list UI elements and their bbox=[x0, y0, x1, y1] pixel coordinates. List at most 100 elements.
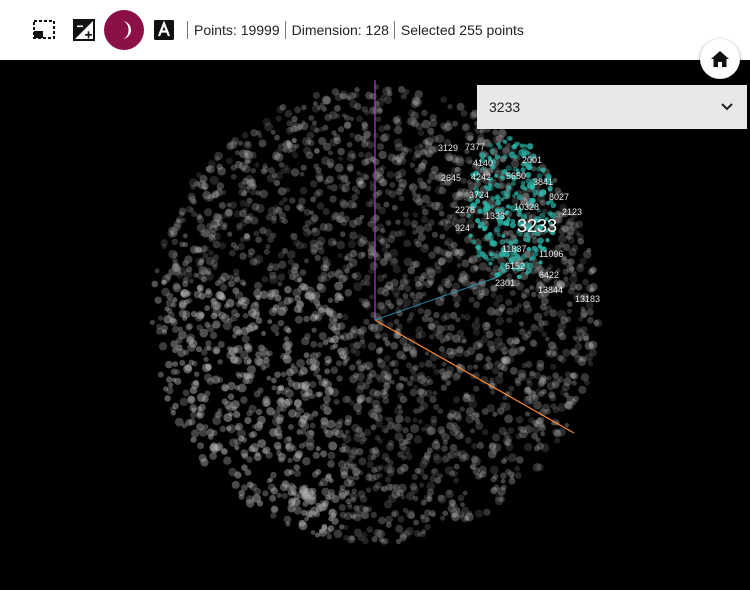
labels-button[interactable] bbox=[144, 10, 184, 50]
data-point bbox=[199, 328, 209, 338]
data-point bbox=[212, 320, 221, 329]
data-point bbox=[411, 473, 418, 480]
data-point bbox=[407, 345, 416, 353]
selected-point bbox=[494, 226, 501, 233]
selected-point bbox=[493, 253, 500, 259]
data-point bbox=[250, 443, 259, 452]
data-point bbox=[407, 266, 416, 275]
data-point bbox=[401, 354, 407, 361]
data-point bbox=[367, 244, 375, 253]
data-point bbox=[174, 377, 182, 385]
data-point bbox=[470, 464, 476, 470]
data-point bbox=[322, 265, 330, 272]
box-select-button[interactable] bbox=[24, 10, 64, 50]
data-point bbox=[181, 217, 186, 223]
data-point bbox=[353, 467, 361, 475]
data-point bbox=[298, 197, 306, 205]
data-point bbox=[465, 512, 474, 522]
data-point bbox=[418, 389, 427, 398]
data-point bbox=[447, 414, 456, 422]
data-point bbox=[361, 511, 370, 520]
data-point bbox=[486, 340, 495, 349]
data-point bbox=[331, 517, 339, 525]
data-point bbox=[519, 321, 525, 328]
data-point bbox=[234, 425, 241, 431]
data-point bbox=[537, 292, 544, 299]
data-point bbox=[283, 296, 292, 305]
data-point bbox=[257, 439, 267, 448]
data-point bbox=[364, 365, 371, 371]
data-point bbox=[508, 385, 515, 392]
data-point bbox=[437, 284, 444, 291]
data-point bbox=[421, 216, 429, 224]
data-point bbox=[351, 153, 357, 159]
data-point bbox=[349, 400, 355, 406]
selected-point bbox=[480, 166, 485, 171]
data-point bbox=[577, 238, 584, 245]
home-button[interactable] bbox=[700, 39, 740, 79]
data-point bbox=[245, 499, 255, 508]
embedding-viewport[interactable]: 3129 7377 4140 2001 2645 4242 5650 3841 … bbox=[0, 60, 750, 585]
data-point bbox=[439, 338, 445, 344]
data-point bbox=[212, 346, 221, 355]
data-point bbox=[198, 454, 207, 462]
data-point bbox=[242, 207, 248, 213]
data-point bbox=[304, 392, 310, 397]
point-search-select[interactable]: 3233 bbox=[477, 85, 747, 129]
data-point bbox=[250, 188, 257, 196]
night-mode-button[interactable] bbox=[104, 10, 144, 50]
data-point bbox=[387, 459, 394, 466]
data-point bbox=[216, 214, 222, 221]
data-point bbox=[451, 282, 460, 291]
data-point bbox=[454, 348, 464, 358]
data-point bbox=[432, 453, 440, 461]
data-point bbox=[446, 214, 452, 220]
data-point bbox=[315, 188, 323, 196]
data-point bbox=[294, 143, 300, 149]
data-point bbox=[431, 201, 440, 211]
data-point bbox=[454, 248, 460, 254]
data-point bbox=[282, 147, 288, 153]
data-point bbox=[342, 434, 352, 444]
data-point bbox=[474, 181, 481, 187]
data-point bbox=[384, 500, 393, 509]
data-point bbox=[343, 462, 351, 469]
data-point bbox=[388, 303, 395, 310]
data-point bbox=[191, 429, 200, 438]
data-point bbox=[437, 172, 446, 181]
data-point bbox=[329, 111, 338, 120]
point-cloud[interactable]: 3129 7377 4140 2001 2645 4242 5650 3841 … bbox=[0, 60, 750, 585]
data-point bbox=[276, 424, 281, 430]
data-point bbox=[335, 113, 341, 119]
data-point bbox=[322, 256, 329, 263]
data-point bbox=[251, 183, 257, 190]
data-point bbox=[246, 456, 253, 463]
selected-point bbox=[488, 261, 493, 266]
data-point bbox=[330, 388, 340, 397]
data-point bbox=[535, 279, 542, 286]
data-point bbox=[386, 442, 395, 451]
selected-point bbox=[517, 274, 522, 280]
data-point bbox=[418, 181, 427, 190]
data-point bbox=[473, 238, 482, 247]
selected-point bbox=[516, 229, 521, 234]
data-point bbox=[419, 460, 428, 469]
data-point bbox=[349, 342, 356, 349]
data-point bbox=[532, 463, 542, 472]
data-point bbox=[467, 394, 475, 402]
data-point bbox=[499, 182, 506, 190]
data-point bbox=[206, 377, 214, 385]
data-point bbox=[194, 371, 200, 377]
data-point bbox=[274, 134, 280, 141]
data-point bbox=[321, 156, 330, 165]
data-point bbox=[344, 429, 350, 435]
data-point bbox=[475, 418, 481, 424]
data-point bbox=[404, 285, 412, 293]
data-point bbox=[451, 218, 461, 228]
data-point bbox=[380, 179, 388, 187]
data-point bbox=[262, 117, 271, 126]
data-point bbox=[545, 408, 551, 415]
data-point bbox=[535, 417, 543, 425]
data-point bbox=[207, 195, 214, 202]
contrast-button[interactable] bbox=[64, 10, 104, 50]
